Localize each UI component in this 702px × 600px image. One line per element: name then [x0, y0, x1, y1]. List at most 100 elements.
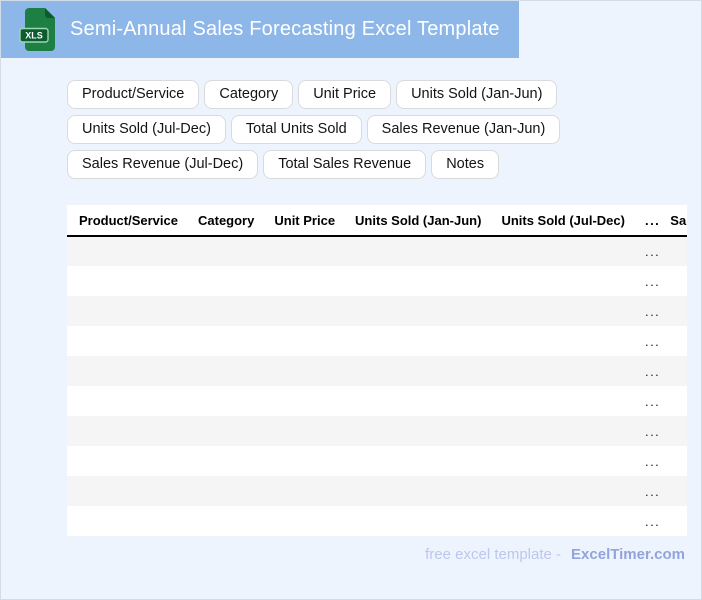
row-cell: [670, 386, 687, 416]
row-ellipsis-cell: ...: [644, 453, 661, 469]
table-row: ...: [67, 236, 687, 266]
row-cell: [491, 476, 635, 506]
row-cell: [345, 386, 491, 416]
xls-badge-text: XLS: [25, 31, 43, 41]
row-cell: [67, 476, 188, 506]
row-cell: [491, 416, 635, 446]
page-title: Semi-Annual Sales Forecasting Excel Temp…: [70, 18, 500, 40]
table-body: ..............................: [67, 236, 687, 536]
table-row: ...: [67, 386, 687, 416]
row-cell: [264, 326, 345, 356]
row-cell: [67, 386, 188, 416]
row-cell: [491, 236, 635, 266]
footer-text: free excel template -: [425, 546, 562, 563]
row-cell: [491, 356, 635, 386]
row-cell: [188, 356, 264, 386]
table-row: ...: [67, 446, 687, 476]
chip-notes[interactable]: Notes: [431, 150, 500, 179]
row-cell: [264, 296, 345, 326]
header-bar: XLS Semi-Annual Sales Forecasting Excel …: [1, 1, 519, 58]
row-cell: [670, 416, 687, 446]
chip-total-units-sold[interactable]: Total Units Sold: [230, 115, 362, 144]
table-row: ...: [67, 476, 687, 506]
row-cell: [67, 416, 188, 446]
row-cell: [188, 506, 264, 536]
row-cell: [67, 296, 188, 326]
chip-total-sales-revenue[interactable]: Total Sales Revenue: [263, 150, 427, 179]
column-header: Product/Service: [67, 205, 188, 237]
row-cell: [670, 506, 687, 536]
row-ellipsis-cell: ...: [644, 363, 661, 379]
row-cell: [264, 386, 345, 416]
row-cell: [345, 446, 491, 476]
row-cell: [345, 356, 491, 386]
row-cell: [188, 326, 264, 356]
row-cell: [345, 506, 491, 536]
row-ellipsis-cell: ...: [644, 333, 661, 349]
row-cell: [67, 326, 188, 356]
row-cell: [491, 326, 635, 356]
chip-sales-revenue-jul-dec[interactable]: Sales Revenue (Jul-Dec): [67, 150, 259, 179]
row-cell: [264, 416, 345, 446]
xls-file-icon: XLS: [19, 8, 55, 51]
chip-product-service[interactable]: Product/Service: [67, 80, 200, 109]
chip-list: Product/Service Category Unit Price Units S…: [67, 80, 689, 179]
column-header: Sales Revenue (Jan-Jun): [670, 205, 687, 237]
row-cell: [67, 266, 188, 296]
row-cell: [670, 446, 687, 476]
row-cell: [264, 266, 345, 296]
footer-brand-link[interactable]: ExcelTimer.com: [571, 546, 685, 563]
row-cell: [670, 236, 687, 266]
table-container: Product/Service Category Unit Price Units S…: [67, 205, 687, 536]
row-cell: [264, 506, 345, 536]
row-cell: [67, 446, 188, 476]
chip-sales-revenue-jan-jun[interactable]: Sales Revenue (Jan-Jun): [366, 115, 561, 144]
column-header-ellipsis: ...: [634, 205, 671, 237]
row-cell: [345, 236, 491, 266]
row-cell: [67, 356, 188, 386]
row-cell: [670, 266, 687, 296]
row-cell: [345, 476, 491, 506]
row-cell: [264, 476, 345, 506]
row-ellipsis-cell: ...: [644, 513, 661, 529]
row-cell: [67, 236, 188, 266]
row-cell: [345, 326, 491, 356]
row-cell: [670, 356, 687, 386]
chip-category[interactable]: Category: [204, 80, 294, 109]
table-row: ...: [67, 356, 687, 386]
chip-units-sold-jan-jun[interactable]: Units Sold (Jan-Jun): [396, 80, 558, 109]
row-ellipsis-cell: ...: [644, 393, 661, 409]
row-cell: [491, 296, 635, 326]
row-cell: [264, 356, 345, 386]
footer: free excel template - ExcelTimer.com: [425, 546, 685, 563]
row-cell: [491, 386, 635, 416]
row-cell: [345, 266, 491, 296]
row-cell: [188, 266, 264, 296]
row-cell: [188, 236, 264, 266]
table-row: ...: [67, 506, 687, 536]
row-cell: [188, 386, 264, 416]
row-cell: [670, 476, 687, 506]
row-ellipsis-cell: ...: [644, 483, 661, 499]
row-ellipsis-cell: ...: [644, 273, 661, 289]
column-header: Category: [188, 205, 265, 237]
forecast-table: Product/Service Category Unit Price Units S…: [67, 205, 687, 536]
chip-unit-price[interactable]: Unit Price: [298, 80, 392, 109]
table-row: ...: [67, 296, 687, 326]
column-header: Units Sold (Jul-Dec): [491, 205, 635, 237]
column-header: Unit Price: [264, 205, 346, 237]
row-cell: [491, 446, 635, 476]
row-cell: [67, 506, 188, 536]
row-cell: [188, 416, 264, 446]
row-cell: [345, 416, 491, 446]
row-cell: [264, 236, 345, 266]
row-cell: [345, 296, 491, 326]
chip-units-sold-jul-dec[interactable]: Units Sold (Jul-Dec): [67, 115, 226, 144]
row-cell: [188, 476, 264, 506]
table-header-row: Product/Service Category Unit Price Units S…: [67, 205, 687, 237]
column-header: Units Sold (Jan-Jun): [345, 205, 492, 237]
table-row: ...: [67, 416, 687, 446]
row-cell: [188, 446, 264, 476]
row-cell: [670, 296, 687, 326]
